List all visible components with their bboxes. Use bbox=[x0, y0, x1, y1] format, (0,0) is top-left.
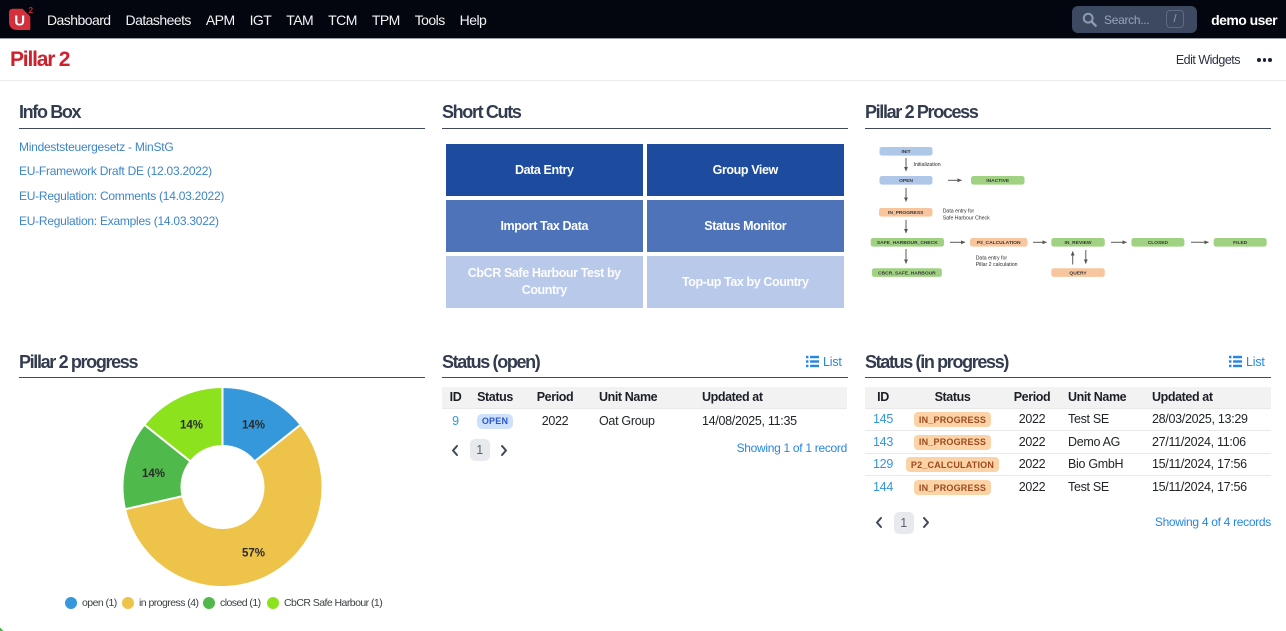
svg-text:2: 2 bbox=[28, 5, 33, 15]
svg-text:QUERY: QUERY bbox=[1069, 271, 1087, 277]
svg-text:14%: 14% bbox=[180, 420, 203, 432]
svg-text:OPEN: OPEN bbox=[899, 178, 913, 184]
svg-text:P2_CALCULATION: P2_CALCULATION bbox=[977, 240, 1021, 246]
svg-text:Safe Harbour Check: Safe Harbour Check bbox=[943, 215, 990, 221]
svg-text:INIT: INIT bbox=[901, 149, 910, 155]
svg-text:CBCR_SAFE_HARBOUR: CBCR_SAFE_HARBOUR bbox=[878, 271, 936, 277]
svg-text:14%: 14% bbox=[142, 468, 165, 480]
svg-text:CLOSED: CLOSED bbox=[1148, 240, 1169, 246]
svg-text:SAFE_HARBOUR_CHECK: SAFE_HARBOUR_CHECK bbox=[877, 240, 938, 246]
svg-text:Initialization: Initialization bbox=[914, 162, 941, 168]
svg-text:Data entry for: Data entry for bbox=[976, 255, 1008, 261]
svg-text:Data entry for: Data entry for bbox=[943, 209, 975, 215]
svg-text:INACTIVE: INACTIVE bbox=[986, 178, 1010, 184]
svg-text:IN_PROGRESS: IN_PROGRESS bbox=[888, 210, 924, 216]
svg-text:U: U bbox=[14, 12, 25, 29]
svg-text:FILED: FILED bbox=[1233, 240, 1248, 246]
svg-text:14%: 14% bbox=[242, 420, 265, 432]
svg-text:57%: 57% bbox=[242, 548, 265, 560]
svg-text:Pillar 2 calculation: Pillar 2 calculation bbox=[976, 262, 1018, 268]
svg-text:IN_REVIEW: IN_REVIEW bbox=[1065, 240, 1092, 246]
